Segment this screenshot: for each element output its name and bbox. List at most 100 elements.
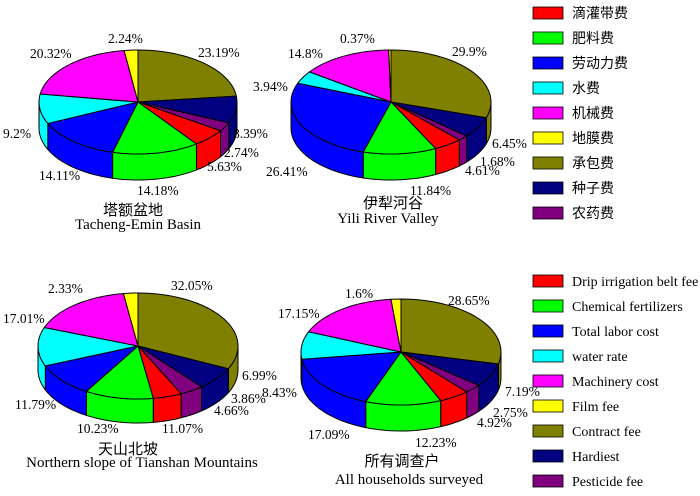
pie-slice-label-hardiest: 7.19%	[505, 384, 540, 399]
legend-en-label-water-rate: water rate	[572, 350, 628, 365]
pie-slice-label-total-labor-cost: 17.09%	[308, 427, 350, 442]
pie-slice-label-chemical-fertilizers: 11.84%	[410, 183, 451, 198]
pie-slice-label-machinery-cost: 20.32%	[30, 46, 72, 61]
pie-chart-all-households: 28.65% 7.19% 2.75%4.92% 12.23% 17.09% 8.43% 17…	[262, 286, 540, 450]
pie-chart-northern-tianshan: 32.05% 6.99% 3.86%4.66% 11.07% 10.23% 11.79% 1…	[3, 278, 277, 436]
legend-zh-label-: 肥料费	[572, 31, 614, 47]
chart-title-en-yili: Yili River Valley	[337, 211, 439, 227]
pie-slice-film-fee	[123, 49, 139, 103]
pie-slice-label-drip-irrigation-belt-fee: 4.92%	[477, 415, 512, 430]
pie-slice-contract-fee	[400, 298, 502, 365]
legend-en-swatch-chemical-fertilizers	[532, 299, 564, 313]
chart-title-en-tacheng-emin: Tacheng-Emin Basin	[75, 217, 201, 233]
pie-slice-label-pesticide-fee: 1.68%	[480, 154, 515, 169]
pie-slice-hardiest	[390, 101, 487, 137]
pie-slice-label-drip-irrigation-belt-fee: 4.66%	[214, 403, 249, 418]
legend-zh-swatch-	[532, 81, 564, 95]
pie-slice-hardiest	[137, 95, 238, 124]
pie-slice-label-hardiest: 6.45%	[492, 136, 527, 151]
pie-chart-yili-river-valley: 29.9% 6.45% 1.68%4.61% 11.84% 26.41% 3.94% 14.…	[253, 31, 527, 198]
pie-slice-total-labor-cost	[47, 101, 139, 153]
pie-slice-contract-fee	[390, 49, 492, 119]
chart-title-zh-tacheng-emin: 塔额盆地	[103, 202, 163, 219]
pie-slice-label-drip-irrigation-belt-fee: 5.63%	[207, 159, 242, 174]
pie-slice-label-machinery-cost: 17.15%	[278, 306, 320, 321]
legend-english: Drip irrigation belt fee Chemical fertili…	[532, 274, 698, 490]
legend-zh-swatch-	[532, 156, 564, 170]
pie-slice-label-water-rate: 3.94%	[253, 79, 288, 94]
legend-en-label-machinery-cost: Machinery cost	[572, 375, 659, 390]
pie-slice-hardiest	[137, 345, 229, 388]
pie-slice-label-total-labor-cost: 26.41%	[266, 164, 308, 179]
pie-slice-label-contract-fee: 32.05%	[171, 278, 213, 293]
pie-slice-label-film-fee: 0.37%	[340, 31, 375, 46]
pie-slice-label-hardiest: 8.39%	[233, 126, 268, 141]
legend-en-label-pesticide-fee: Pesticide fee	[572, 475, 643, 490]
pie-slice-label-chemical-fertilizers: 11.07%	[162, 421, 203, 436]
legend-zh-label-: 劳动力费	[572, 56, 628, 72]
pie-slice-pesticide-fee	[137, 345, 203, 395]
pie-slice-label-chemical-fertilizers: 12.23%	[415, 435, 457, 450]
legend-zh-label-: 种子费	[572, 181, 614, 197]
pie-slice-label-film-fee: 2.24%	[108, 31, 143, 46]
pie-slice-side-pesticide-fee	[458, 135, 468, 167]
pie-slice-drip-irrigation-belt-fee	[400, 351, 468, 402]
legend-zh-swatch-	[532, 181, 564, 195]
pie-slice-label-contract-fee: 23.19%	[198, 45, 240, 60]
legend-en-swatch-contract-fee	[532, 424, 564, 438]
legend-zh-swatch-	[532, 206, 564, 220]
legend-en-label-contract-fee: Contract fee	[572, 425, 641, 440]
pie-slice-chemical-fertilizers	[112, 101, 197, 155]
legend-en-swatch-film-fee	[532, 399, 564, 413]
chart-title-zh-tianshan: 天山北坡	[98, 441, 158, 458]
legend-zh-label-: 承包费	[572, 156, 614, 172]
legend-zh-swatch-	[532, 106, 564, 120]
pie-slice-label-total-labor-cost: 14.11%	[39, 168, 80, 183]
pie-slice-contract-fee	[137, 49, 237, 103]
pie-slice-water-rate	[300, 331, 402, 360]
pie-slice-contract-fee	[137, 292, 239, 370]
chart-title-zh-yili: 伊犁河谷	[363, 195, 423, 212]
legend-en-swatch-drip-irrigation-belt-fee	[532, 274, 564, 288]
chart-title-en-all-households: All households surveyed	[335, 472, 484, 488]
pie-slice-label-total-labor-cost: 10.23%	[77, 421, 119, 436]
pie-slice-label-hardiest: 6.99%	[242, 368, 277, 383]
legend-zh-label-: 滴灌带费	[572, 5, 628, 22]
pie-slice-chemical-fertilizers	[362, 101, 437, 155]
pie-slice-machinery-cost	[308, 49, 392, 103]
pie-slice-chemical-fertilizers	[365, 351, 442, 406]
legend-zh-swatch-	[532, 56, 564, 70]
pie-slice-label-film-fee: 2.33%	[48, 281, 83, 296]
pie-slice-label-pesticide-fee: 2.75%	[493, 405, 528, 420]
pie-slice-chemical-fertilizers	[85, 345, 154, 400]
legend-en-label-chemical-fertilizers: Chemical fertilizers	[572, 300, 683, 315]
pie-slice-water-rate	[297, 71, 392, 103]
pie-slice-label-film-fee: 1.6%	[345, 286, 373, 301]
pie-slice-label-water-rate: 11.79%	[15, 397, 56, 412]
pie-slice-label-contract-fee: 29.9%	[452, 44, 487, 59]
legend-zh-label-: 农药费	[572, 206, 614, 222]
pie-slice-film-fee	[390, 298, 402, 353]
pie-slice-label-contract-fee: 28.65%	[448, 293, 490, 308]
chart-title-zh-all-households: 所有调查户	[364, 453, 439, 470]
pie-slice-machinery-cost	[308, 298, 402, 353]
legend-en-swatch-hardiest	[532, 449, 564, 463]
legend-zh-swatch-	[532, 6, 564, 20]
legend-en-swatch-machinery-cost	[532, 374, 564, 388]
pie-slice-label-drip-irrigation-belt-fee: 4.61%	[465, 163, 500, 178]
pie-slice-machinery-cost	[43, 293, 139, 347]
pie-slice-water-rate	[38, 93, 139, 124]
legend-zh-swatch-	[532, 131, 564, 145]
pie-slice-drip-irrigation-belt-fee	[137, 345, 182, 399]
chart-title-en-tianshan: Northern slope of Tianshan Mountains	[26, 455, 258, 471]
legend-en-swatch-water-rate	[532, 349, 564, 363]
pie-slice-total-labor-cost	[301, 351, 402, 403]
pie-slice-label-water-rate: 9.2%	[3, 126, 31, 141]
legend-zh-swatch-	[532, 31, 564, 45]
pie-slice-drip-irrigation-belt-fee	[390, 101, 460, 150]
legend-en-swatch-total-labor-cost	[532, 324, 564, 338]
legend-en-label-hardiest: Hardiest	[572, 450, 620, 465]
legend-zh-label-: 水费	[572, 81, 600, 97]
